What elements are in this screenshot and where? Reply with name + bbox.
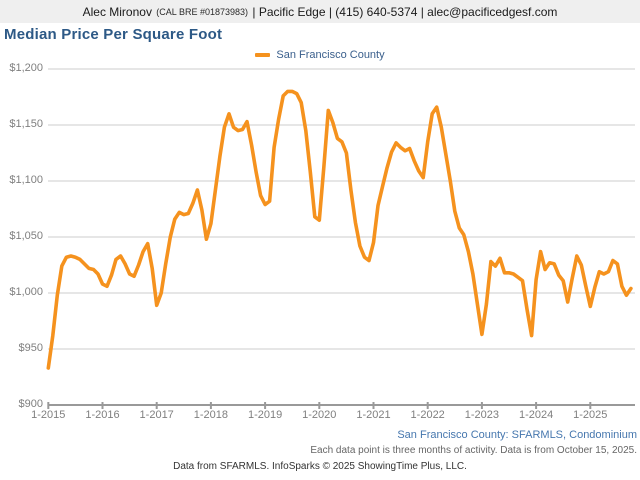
agent-contact: | Pacific Edge | (415) 640-5374 | alec@p… [249, 4, 558, 19]
y-tick-label: $1,050 [9, 230, 43, 242]
y-tick-label: $1,150 [9, 118, 43, 130]
y-tick-label: $1,200 [9, 62, 43, 74]
sf-county-price-line [46, 89, 633, 370]
chart-source-caption: San Francisco County: SFARMLS, Condomini… [397, 429, 637, 441]
x-tick-label: 1-2018 [193, 409, 229, 421]
y-tick-label: $1,100 [9, 174, 43, 186]
x-tick-label: 1-2020 [302, 409, 337, 421]
legend-color-swatch [255, 53, 271, 57]
x-tick-label: 1-2015 [31, 409, 66, 421]
chart-copyright: Data from SFARMLS. InfoSparks © 2025 Sho… [173, 461, 467, 472]
x-tick-label: 1-2023 [464, 409, 500, 421]
x-tick-label: 1-2022 [410, 409, 445, 421]
agent-header-bar: Alec Mironov (CAL BRE #01873983) | Pacif… [0, 0, 640, 23]
agent-license: (CAL BRE #01873983) [156, 6, 249, 17]
chart-data-note: Each data point is three months of activ… [310, 445, 637, 456]
y-tick-label: $950 [18, 342, 43, 354]
page-title: Median Price Per Square Foot [4, 26, 223, 43]
y-tick-label: $1,000 [9, 286, 43, 298]
x-tick-label: 1-2024 [518, 409, 554, 421]
legend-series-label: San Francisco County [276, 49, 385, 61]
agent-name: Alec Mironov [82, 4, 156, 19]
x-tick-label: 1-2017 [139, 409, 174, 421]
x-tick-label: 1-2016 [85, 409, 120, 421]
y-tick-label: $900 [18, 398, 43, 410]
chart-legend: San Francisco County [0, 48, 640, 62]
x-tick-label: 1-2025 [573, 409, 608, 421]
x-tick-label: 1-2021 [356, 409, 391, 421]
x-tick-label: 1-2019 [247, 409, 283, 421]
